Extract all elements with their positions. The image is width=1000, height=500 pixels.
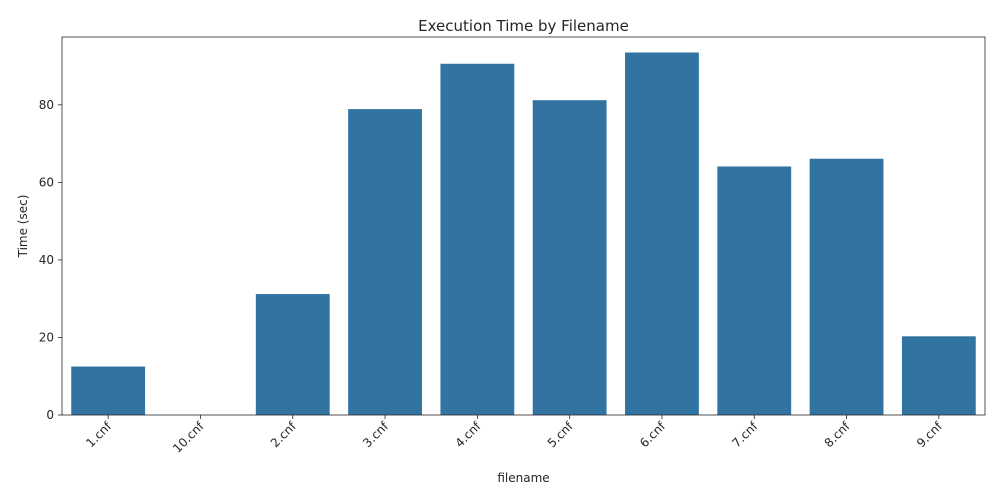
x-tick-label: 5.cnf xyxy=(545,419,577,451)
x-tick-label: 7.cnf xyxy=(729,419,761,451)
bar-2-cnf xyxy=(255,294,330,415)
x-tick-label: 6.cnf xyxy=(637,419,669,451)
x-tick-label: 10.cnf xyxy=(170,419,207,456)
y-tick-label: 20 xyxy=(39,330,54,344)
y-tick-label: 40 xyxy=(39,253,54,267)
x-axis: 1.cnf 10.cnf 2.cnf 3.cnf 4.cnf 5.cnf 6.cnf 7.cn… xyxy=(83,415,946,456)
bar-1-cnf xyxy=(71,366,146,415)
y-axis: 0 20 40 60 80 xyxy=(39,98,62,422)
x-tick-label: 3.cnf xyxy=(360,419,392,451)
y-tick-label: 0 xyxy=(46,408,54,422)
x-axis-label: filename xyxy=(497,471,549,485)
x-tick-label: 9.cnf xyxy=(914,419,946,451)
y-tick-label: 80 xyxy=(39,98,54,112)
bar-6-cnf xyxy=(625,52,699,415)
bar-8-cnf xyxy=(809,158,884,416)
y-tick-label: 60 xyxy=(39,175,54,189)
x-tick-label: 1.cnf xyxy=(83,419,115,451)
bar-5-cnf xyxy=(532,100,607,415)
plot-frame xyxy=(61,36,986,416)
x-tick-label: 2.cnf xyxy=(268,419,300,451)
bar-9-cnf xyxy=(901,336,976,415)
chart-title: Execution Time by Filename xyxy=(418,17,629,35)
x-tick-label: 4.cnf xyxy=(452,419,484,451)
bar-4-cnf xyxy=(440,63,515,415)
bar-7-cnf xyxy=(717,166,792,415)
bar-3-cnf xyxy=(348,109,422,416)
x-tick-label: 8.cnf xyxy=(822,419,854,451)
y-axis-label: Time (sec) xyxy=(16,195,30,259)
bars-group xyxy=(71,52,976,416)
